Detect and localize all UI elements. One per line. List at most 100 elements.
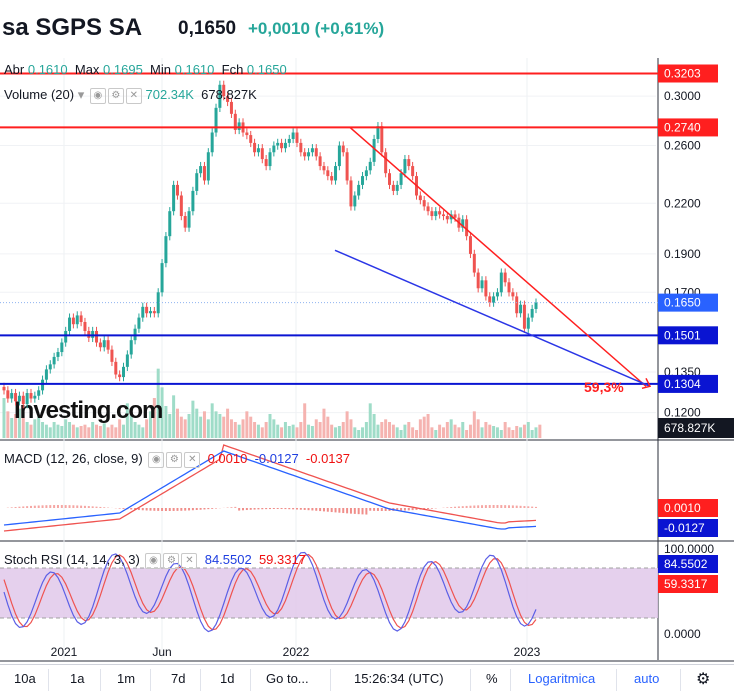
candle-body: [137, 317, 141, 329]
candle-body: [164, 236, 168, 264]
candle-body: [299, 142, 303, 153]
candle-body: [83, 321, 87, 331]
macd-tag-label: 0.0010: [664, 501, 701, 515]
candle-body: [465, 219, 469, 237]
candle-body: [303, 152, 307, 157]
stoch-d-value: 59.3317: [258, 552, 306, 567]
volume-bar: [199, 416, 203, 438]
eye-icon[interactable]: ◉: [148, 451, 165, 468]
auto-scale-button[interactable]: auto: [634, 671, 660, 686]
volume-bar: [388, 422, 392, 438]
eye-icon[interactable]: ◉: [145, 552, 162, 569]
volume-bar: [41, 422, 45, 438]
volume-bar: [253, 422, 257, 438]
price-chart[interactable]: 0.30000.26000.22000.19000.17000.13500.12…: [0, 0, 734, 664]
price-tag-label: 0.3203: [664, 66, 701, 80]
candle-body: [110, 349, 114, 362]
open-value: 0.1610: [27, 62, 68, 77]
candle-body: [337, 145, 341, 167]
price-tick-label: 0.2600: [664, 139, 701, 153]
volume-bar: [160, 387, 164, 438]
candle-body: [264, 159, 268, 167]
volume-bar: [341, 422, 345, 438]
instrument-name: sa SGPS SA: [2, 14, 143, 41]
arrow-head: [641, 377, 652, 390]
candle-body: [233, 113, 237, 130]
candle-body: [395, 184, 399, 191]
percent-scale-button[interactable]: %: [486, 671, 498, 686]
price-tag-label: 0.1650: [664, 296, 701, 310]
candle-body: [145, 306, 149, 314]
volume-value-1: 702.34K: [145, 87, 194, 102]
volume-bar: [122, 424, 126, 438]
time-axis-label: 2022: [283, 645, 310, 659]
range-1a-button[interactable]: 1a: [70, 671, 85, 686]
candle-body: [334, 166, 338, 181]
candle-body: [310, 148, 314, 153]
gear-icon[interactable]: ⚙: [696, 671, 711, 688]
candle-body: [168, 211, 172, 237]
eye-icon[interactable]: ◉: [89, 87, 106, 104]
volume-bar: [222, 416, 226, 438]
candle-body: [249, 135, 253, 143]
volume-bar: [21, 418, 25, 438]
candle-body: [187, 211, 191, 228]
candle-body: [287, 138, 291, 143]
candle-body: [492, 296, 496, 303]
volume-bar: [60, 426, 64, 438]
volume-bar: [372, 414, 376, 438]
candle-body: [515, 296, 519, 314]
candle-body: [14, 393, 18, 402]
stoch-tag-label: 84.5502: [664, 557, 708, 571]
candle-body: [260, 148, 264, 160]
range-1m-button[interactable]: 1m: [117, 671, 136, 686]
range-10a-button[interactable]: 10a: [14, 671, 36, 686]
volume-bar: [476, 419, 480, 438]
volume-tag: [658, 418, 734, 438]
volume-bar: [364, 422, 368, 438]
volume-bar: [25, 422, 29, 438]
volume-bar: [345, 411, 349, 438]
range-7d-button[interactable]: 7d: [171, 671, 186, 686]
volume-bar: [172, 395, 176, 438]
volume-bar: [453, 424, 457, 438]
chevron-down-icon[interactable]: ▾: [77, 87, 85, 102]
candle-body: [229, 101, 233, 114]
gear-icon[interactable]: ⚙: [163, 552, 180, 569]
volume-bar: [152, 398, 156, 438]
time-axis-label: 2023: [514, 645, 541, 659]
candle-body: [495, 292, 499, 297]
toolbar-divider: [470, 669, 471, 691]
volume-bar: [326, 416, 330, 438]
volume-bar: [6, 411, 10, 438]
candle-body: [17, 395, 21, 402]
volume-bar: [179, 416, 183, 438]
goto-button[interactable]: Go to...: [266, 671, 309, 686]
candle-body: [245, 132, 249, 136]
volume-bar: [245, 411, 249, 438]
candle-body: [183, 216, 187, 228]
candle-body: [411, 166, 415, 177]
close-icon[interactable]: ✕: [184, 451, 201, 468]
gear-icon[interactable]: ⚙: [166, 451, 183, 468]
toolbar-divider: [616, 669, 617, 691]
macd-legend: MACD (12, 26, close, 9) ◉ ⚙ ✕ 0.0010 -0.01…: [4, 451, 350, 468]
log-scale-button[interactable]: Logaritmica: [528, 671, 596, 686]
candle-body: [141, 306, 145, 318]
volume-bar: [110, 424, 114, 438]
close-icon[interactable]: ✕: [125, 87, 142, 104]
close-icon[interactable]: ✕: [181, 552, 198, 569]
volume-bar: [276, 424, 280, 438]
stoch-label: Stoch RSI (14, 14, 3, 3): [4, 552, 140, 567]
volume-bar: [133, 422, 137, 438]
gear-icon[interactable]: ⚙: [107, 87, 124, 104]
volume-bar: [268, 414, 272, 438]
low-label: Min: [150, 62, 171, 77]
stoch-k-tag: [658, 555, 718, 573]
toolbar-divider: [48, 669, 49, 691]
candle-body: [79, 315, 83, 322]
volume-bar: [495, 427, 499, 438]
candle-body: [480, 280, 484, 289]
support-price-tag: [658, 374, 718, 393]
range-1d-button[interactable]: 1d: [220, 671, 235, 686]
